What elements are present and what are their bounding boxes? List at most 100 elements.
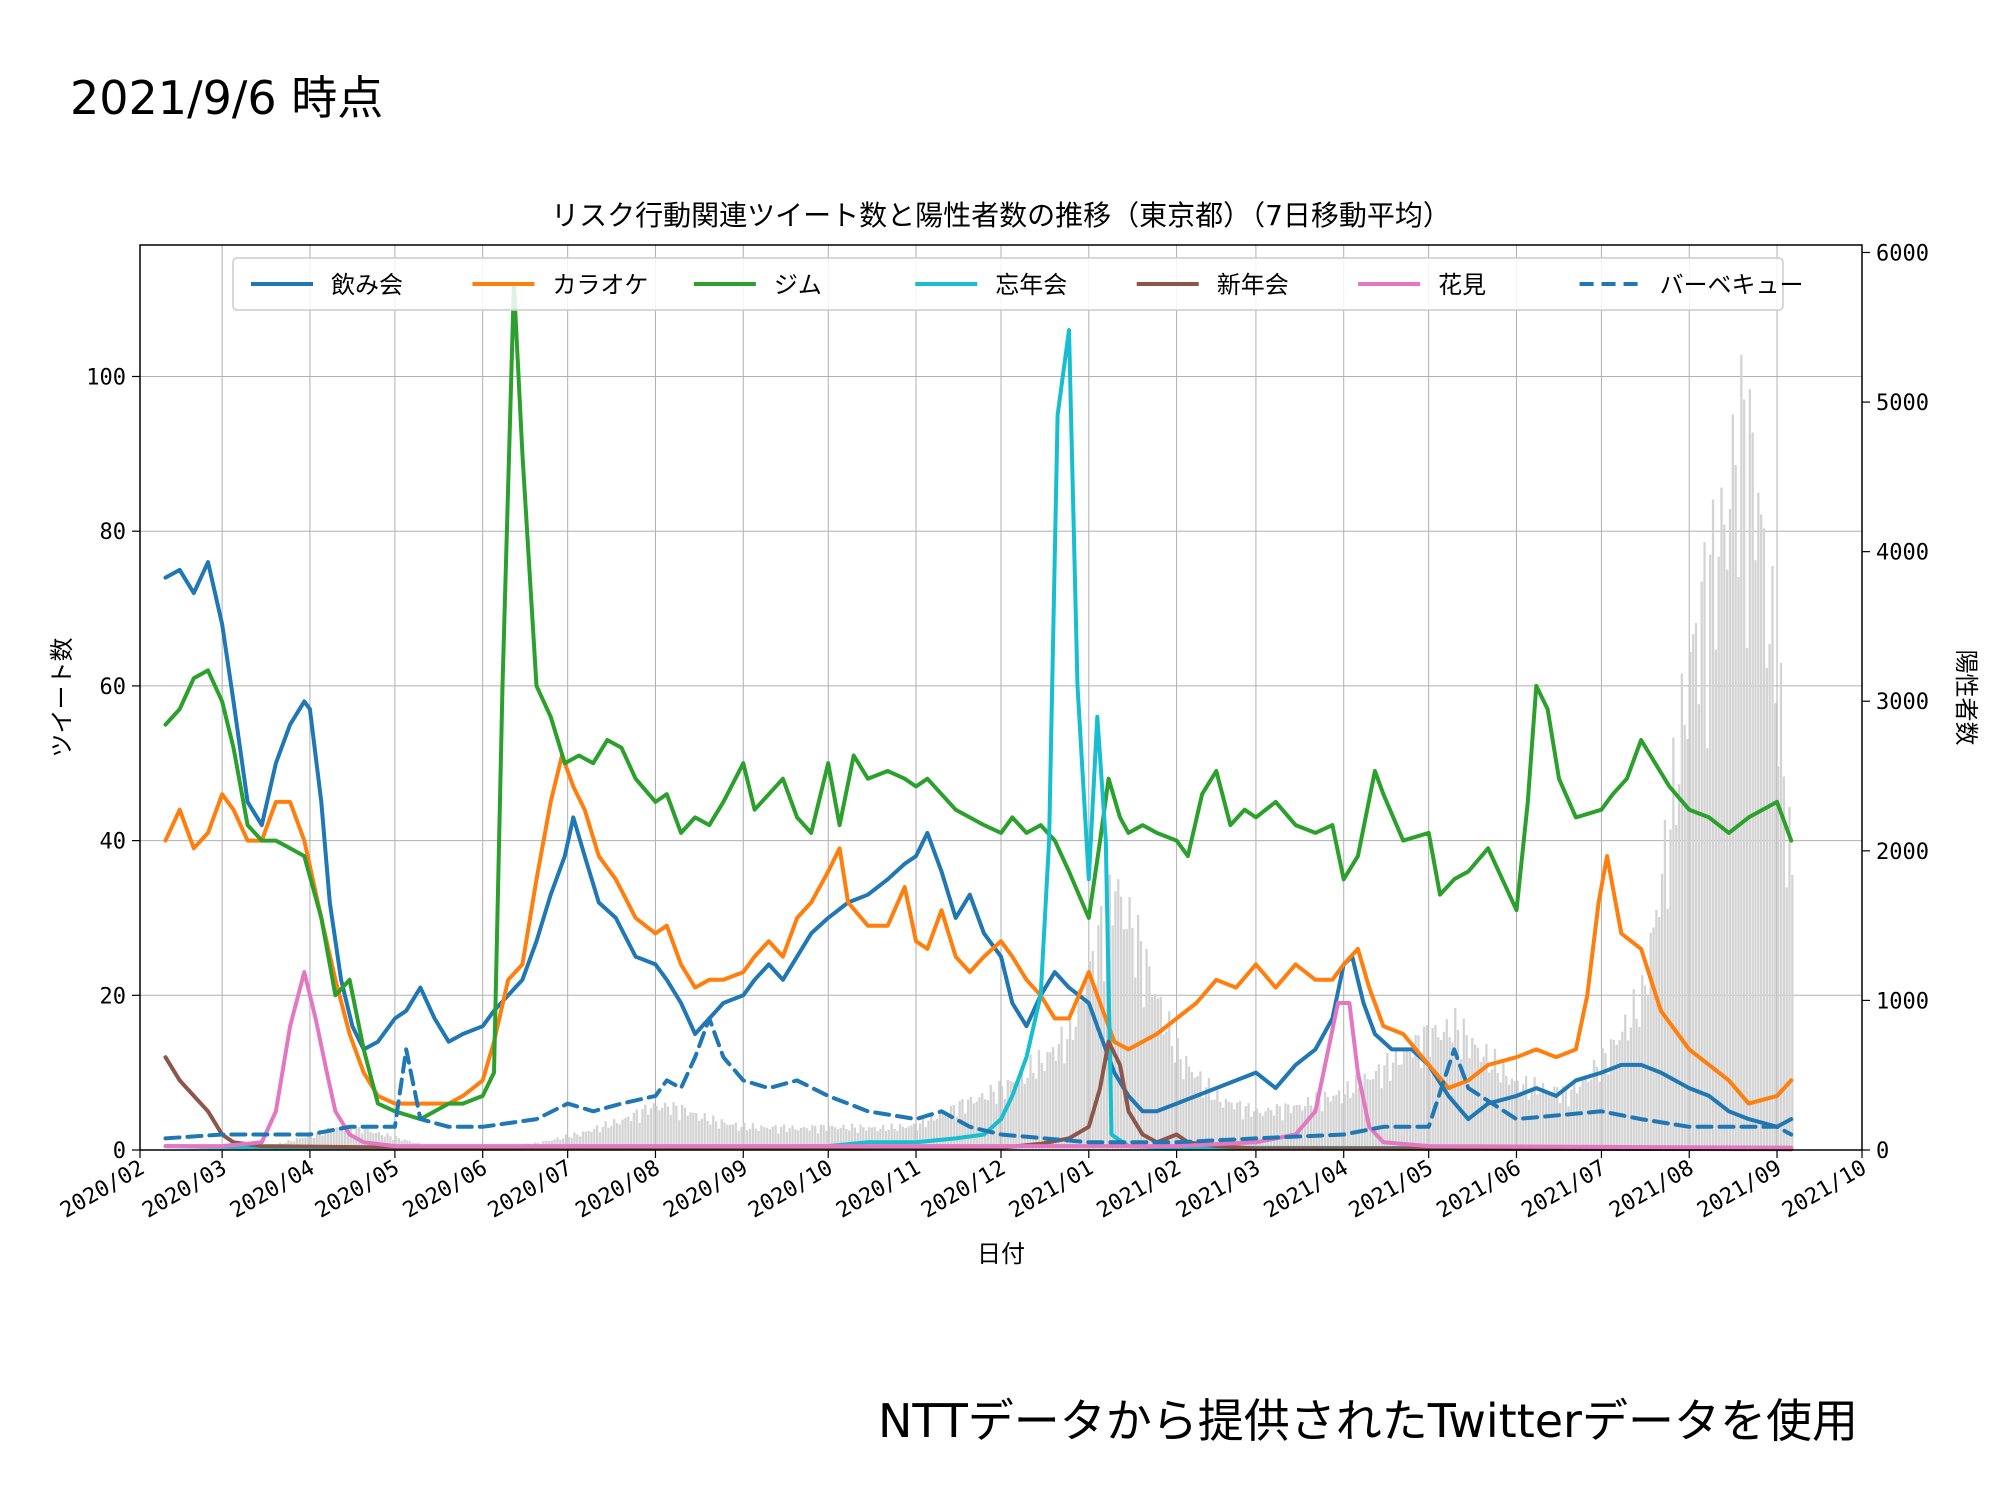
positives-bar bbox=[1536, 1094, 1539, 1150]
x-tick-label: 2020/09 bbox=[659, 1156, 752, 1224]
positives-bar bbox=[1080, 1001, 1083, 1150]
positives-bar bbox=[652, 1103, 655, 1150]
positives-bar bbox=[1340, 1103, 1344, 1150]
positives-bar bbox=[1728, 508, 1732, 1150]
positives-bar bbox=[683, 1107, 687, 1150]
positives-bar bbox=[1774, 703, 1777, 1150]
positives-bar bbox=[890, 1123, 893, 1150]
positives-bar bbox=[797, 1130, 800, 1150]
positives-bar bbox=[1598, 1081, 1601, 1150]
positives-bar bbox=[1312, 1108, 1315, 1150]
positives-bar bbox=[899, 1124, 902, 1150]
positives-bar bbox=[1720, 487, 1723, 1150]
legend-label: 新年会 bbox=[1217, 271, 1289, 299]
positives-bar bbox=[1782, 776, 1785, 1150]
positives-bar bbox=[576, 1134, 579, 1150]
positives-bar bbox=[1159, 996, 1162, 1150]
positives-bar bbox=[723, 1122, 726, 1150]
positives-bar bbox=[1680, 673, 1684, 1150]
positives-bar bbox=[1224, 1098, 1228, 1150]
positives-bar bbox=[1051, 1047, 1055, 1150]
positives-bar bbox=[1374, 1071, 1378, 1150]
positives-bar bbox=[1465, 1035, 1468, 1150]
positives-bar bbox=[598, 1132, 602, 1150]
positives-bar bbox=[822, 1125, 825, 1150]
positives-bar bbox=[916, 1130, 919, 1150]
positives-bar bbox=[1734, 465, 1737, 1151]
positives-bar bbox=[1071, 1039, 1075, 1150]
positives-bar bbox=[1751, 432, 1754, 1150]
positives-bar bbox=[777, 1133, 780, 1150]
positives-bar bbox=[791, 1125, 794, 1150]
y2-tick-label: 5000 bbox=[1876, 391, 1929, 416]
positives-bar bbox=[595, 1125, 599, 1150]
positives-bar bbox=[1558, 1103, 1562, 1150]
positives-bar bbox=[624, 1117, 627, 1150]
positives-bar bbox=[1156, 998, 1160, 1150]
positives-bar bbox=[1077, 990, 1080, 1150]
positives-bar bbox=[1063, 1063, 1066, 1150]
positives-bar bbox=[765, 1127, 769, 1150]
positives-bar bbox=[763, 1127, 766, 1150]
positives-bar bbox=[729, 1124, 732, 1150]
positives-bar bbox=[1199, 1071, 1202, 1150]
positives-bar bbox=[1335, 1094, 1338, 1150]
positives-bar bbox=[1383, 1065, 1386, 1150]
positives-bar bbox=[1295, 1104, 1298, 1150]
positives-bar bbox=[1037, 1049, 1041, 1150]
positives-bar bbox=[992, 1091, 995, 1150]
positives-bar bbox=[910, 1125, 913, 1150]
x-tick-label: 2021/08 bbox=[1605, 1156, 1698, 1224]
header-date-label: 2021/9/6 時点 bbox=[70, 71, 384, 125]
positives-bar bbox=[1182, 1079, 1185, 1150]
positives-bar bbox=[332, 1131, 335, 1150]
positives-bar bbox=[1573, 1083, 1576, 1150]
positives-bar bbox=[1476, 1047, 1480, 1150]
positives-bar bbox=[1760, 514, 1763, 1150]
positives-bar bbox=[726, 1124, 729, 1150]
legend-label: ジム bbox=[774, 271, 822, 299]
positives-bar bbox=[1034, 1078, 1038, 1150]
positives-bar bbox=[941, 1113, 944, 1150]
series-line bbox=[163, 1016, 1794, 1145]
positives-bar bbox=[1114, 891, 1117, 1150]
positives-bar bbox=[1117, 879, 1120, 1150]
positives-bar bbox=[751, 1123, 755, 1150]
positives-bar bbox=[1624, 1014, 1627, 1150]
positives-bar bbox=[808, 1130, 811, 1150]
positives-bar bbox=[984, 1099, 987, 1150]
legend: 飲み会 カラオケ ジム 忘年会 新年会 花見 バーベキュー bbox=[232, 257, 1804, 311]
positives-bar bbox=[1284, 1103, 1287, 1150]
positives-bar bbox=[366, 1128, 369, 1150]
positives-bar bbox=[321, 1135, 324, 1150]
positives-bar bbox=[703, 1113, 706, 1150]
positives-bar bbox=[618, 1124, 621, 1150]
positives-bar bbox=[695, 1113, 698, 1150]
positives-bar bbox=[1507, 1084, 1511, 1150]
positives-bar bbox=[326, 1127, 330, 1150]
positives-bar bbox=[1768, 644, 1771, 1150]
positives-bar bbox=[641, 1109, 644, 1150]
positives-bar bbox=[1219, 1101, 1222, 1150]
positives-bar bbox=[1301, 1110, 1304, 1150]
positives-bar bbox=[627, 1116, 630, 1150]
legend-label: カラオケ bbox=[552, 271, 648, 299]
positives-bar bbox=[1706, 748, 1709, 1150]
positives-bar bbox=[1454, 1008, 1457, 1150]
positives-bar bbox=[644, 1104, 647, 1150]
positives-bar bbox=[1394, 1047, 1397, 1150]
positives-bar bbox=[329, 1131, 333, 1150]
positives-bar bbox=[658, 1110, 661, 1150]
positives-bar bbox=[842, 1124, 845, 1150]
positives-bar bbox=[1094, 985, 1097, 1150]
positives-bar bbox=[1060, 1026, 1063, 1150]
positives-bar bbox=[873, 1127, 876, 1150]
positives-bar bbox=[1145, 948, 1148, 1150]
positives-bar bbox=[689, 1112, 692, 1150]
positives-bar bbox=[1629, 1027, 1633, 1150]
positives-bar bbox=[924, 1127, 927, 1150]
positives-bar bbox=[828, 1126, 831, 1150]
positives-bar bbox=[799, 1127, 803, 1150]
positives-bar bbox=[1255, 1108, 1259, 1150]
positives-bar bbox=[301, 1138, 304, 1150]
